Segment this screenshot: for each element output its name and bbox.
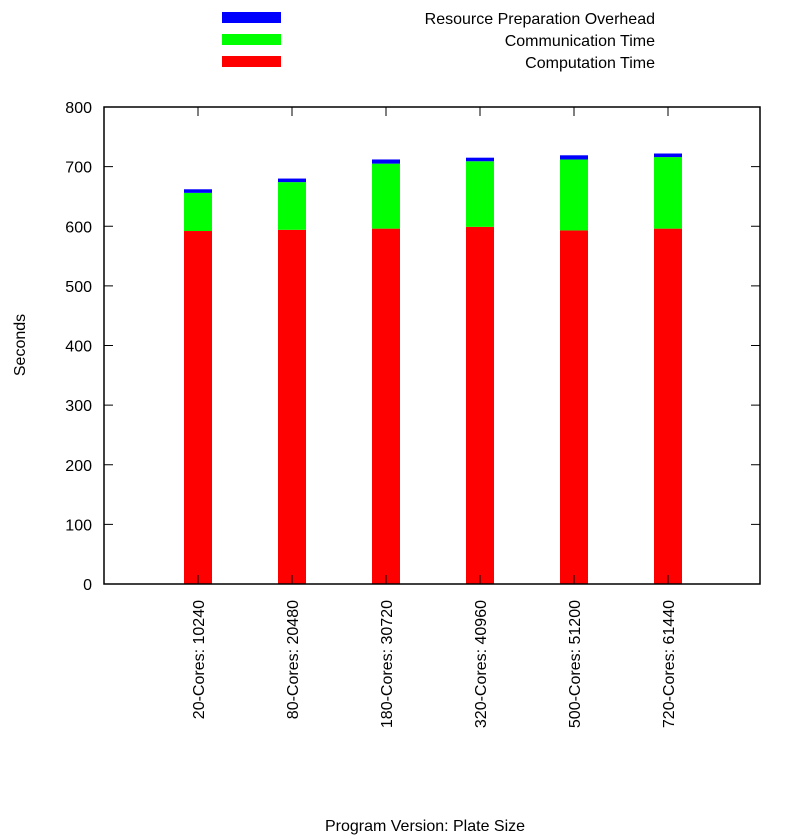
x-tick-label: 720-Cores: 61440 [661,600,678,728]
bar-segment-communication-time [372,163,400,229]
bar-segment-computation-time [372,228,400,584]
legend: Resource Preparation Overhead Communicati… [222,11,655,72]
legend-label-resource-preparation-overhead: Resource Preparation Overhead [425,11,655,28]
bar-segment-resource-preparation-overhead [466,157,494,162]
bar-segment-resource-preparation-overhead [184,189,212,193]
x-axis-label: Program Version: Plate Size [325,818,525,835]
bar-segment-communication-time [278,182,306,230]
bars [184,153,682,584]
y-tick-label: 200 [65,458,92,475]
x-tick-label: 20-Cores: 10240 [191,600,208,719]
x-tick-label: 320-Cores: 40960 [473,600,490,728]
y-tick-label: 500 [65,279,92,296]
bar-segment-resource-preparation-overhead [278,178,306,183]
bar-segment-computation-time [654,228,682,584]
bar-segment-resource-preparation-overhead [654,153,682,158]
bar-segment-computation-time [560,230,588,584]
bar-segment-communication-time [184,192,212,232]
legend-swatch-resource-preparation-overhead [222,12,281,23]
y-tick-label: 100 [65,517,92,534]
bar-segment-resource-preparation-overhead [560,155,588,160]
y-tick-label: 300 [65,398,92,415]
bar-segment-computation-time [184,231,212,584]
bar-segment-computation-time [466,226,494,584]
bar-segment-communication-time [466,161,494,227]
bar-segment-computation-time [278,229,306,584]
bar-segment-communication-time [654,157,682,229]
legend-label-computation-time: Computation Time [525,55,655,72]
x-tick-label: 500-Cores: 51200 [567,600,584,728]
y-tick-label: 800 [65,100,92,117]
x-axis: 20-Cores: 10240 80-Cores: 20480 180-Cores:… [191,107,678,728]
y-tick-label: 400 [65,339,92,356]
y-axis-label: Seconds [12,314,29,376]
legend-swatch-computation-time [222,56,281,67]
legend-swatch-communication-time [222,34,281,45]
bar-segment-communication-time [560,159,588,231]
y-tick-label: 700 [65,160,92,177]
legend-label-communication-time: Communication Time [505,33,655,50]
bar-segment-resource-preparation-overhead [372,159,400,164]
y-tick-label: 600 [65,219,92,236]
x-tick-label: 180-Cores: 30720 [379,600,396,728]
y-axis: 0 100 200 300 400 500 600 700 800 [65,100,760,594]
y-tick-label: 0 [83,577,92,594]
x-tick-label: 80-Cores: 20480 [285,600,302,719]
